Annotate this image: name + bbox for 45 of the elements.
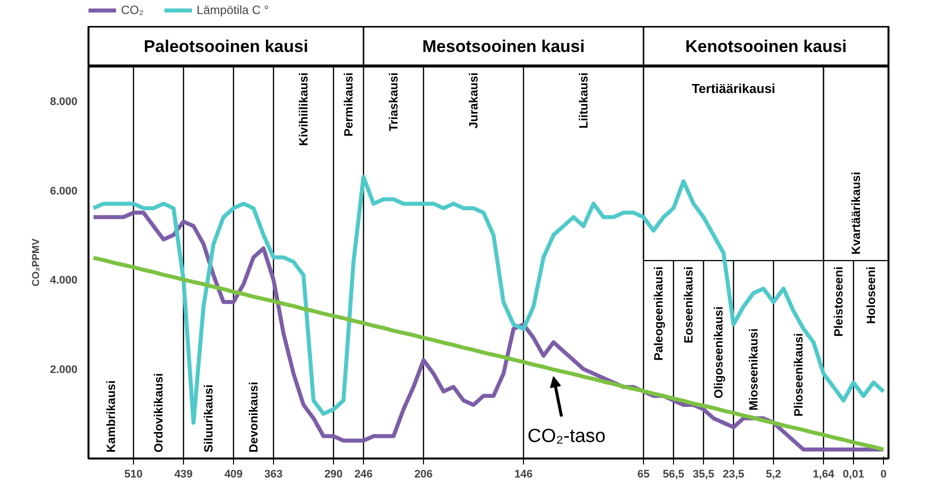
annotation: Paleogeenikausi bbox=[652, 266, 666, 361]
annotation: Pleistoseeni bbox=[832, 266, 846, 337]
annotation: Jurakausi bbox=[466, 72, 480, 129]
annotation: Oligoseenikausi bbox=[712, 306, 726, 398]
annotation: Siluurikausi bbox=[202, 384, 216, 452]
x-tick-label: 246 bbox=[354, 468, 373, 480]
x-tick-label: 0 bbox=[880, 468, 887, 480]
annotation: Mioseenikausi bbox=[746, 328, 760, 410]
annotation: Kambrikausi bbox=[104, 380, 118, 452]
y-tick-label: 8.000 bbox=[50, 96, 78, 108]
annotation: Holoseeni bbox=[864, 266, 878, 324]
annotation: Eoseenikausi bbox=[682, 266, 696, 344]
x-tick-label: 363 bbox=[264, 468, 283, 480]
y-tick-label: 2.000 bbox=[50, 364, 78, 376]
text: Paleotsooinen kausi bbox=[144, 37, 308, 56]
x-tick-label: 35,5 bbox=[692, 468, 714, 480]
legend-label: CO₂ bbox=[121, 3, 144, 17]
legend-label: Lämpötila C ° bbox=[196, 3, 269, 17]
x-tick-label: 23,5 bbox=[722, 468, 744, 480]
x-tick-label: 1,64 bbox=[812, 468, 836, 480]
annotation: Tertiäärikausi bbox=[692, 81, 776, 96]
annotation: Plioseenikausi bbox=[792, 333, 806, 416]
annotation: Ordovikikausi bbox=[152, 373, 166, 452]
x-tick-label: 290 bbox=[324, 468, 343, 480]
annotation: Liitukausi bbox=[576, 72, 590, 129]
x-tick-label: 5,2 bbox=[766, 468, 782, 480]
annotation: Kivihiilikausi bbox=[296, 72, 310, 146]
x-tick-label: 0,01 bbox=[842, 468, 864, 480]
x-tick-label: 56,5 bbox=[662, 468, 684, 480]
annotation: Devonikausi bbox=[246, 382, 260, 452]
text: Mesotsooinen kausi bbox=[422, 37, 585, 56]
x-tick-label: 146 bbox=[514, 468, 533, 480]
x-tick-label: 409 bbox=[224, 468, 243, 480]
x-tick-label: 510 bbox=[124, 468, 143, 480]
y-tick-label: 6.000 bbox=[50, 185, 78, 198]
x-tick-label: 439 bbox=[174, 468, 193, 480]
annotation: Permikausi bbox=[342, 72, 356, 137]
y-axis-title: CO₂PPMV bbox=[30, 238, 42, 286]
y-tick-label: 4.000 bbox=[50, 274, 78, 287]
x-tick-label: 206 bbox=[414, 468, 433, 480]
x-tick-label: 65 bbox=[637, 468, 650, 480]
annotation: CO₂-taso bbox=[528, 426, 606, 447]
annotation: Kvartäärikausi bbox=[849, 172, 863, 255]
annotation: Triaskausi bbox=[386, 72, 400, 132]
text: Kenotsooinen kausi bbox=[685, 37, 847, 56]
